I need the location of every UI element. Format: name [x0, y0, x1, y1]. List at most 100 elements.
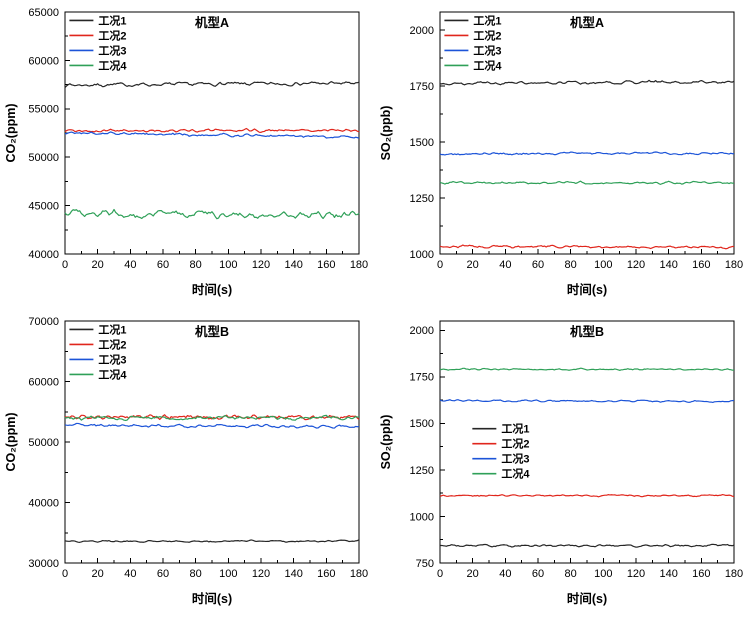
chart-cell-co2-model-a: 0 20 40 60 80 100 120 140 160 180 40000 45000 50000 5…	[1, 4, 373, 304]
legend-label: 工况4	[98, 58, 127, 72]
x-tick-label: 120	[626, 259, 644, 271]
series-line-0	[439, 543, 734, 548]
y-axis-label: CO₂(ppm)	[4, 103, 18, 162]
y-tick-label: 50000	[28, 152, 59, 164]
x-tick-label: 60	[531, 568, 543, 580]
y-tick-label: 55000	[28, 104, 59, 116]
x-tick-label: 120	[626, 568, 644, 580]
x-tick-label: 80	[190, 259, 202, 271]
y-tick-label: 40000	[28, 497, 59, 509]
chart-so2-model-b: 0 20 40 60 80 100 120 140 160 180 750 1000 1250 1500 1…	[379, 320, 743, 606]
x-tick-label: 40	[124, 568, 136, 580]
legend-label: 工况4	[473, 58, 502, 72]
x-tick-label: 20	[92, 568, 104, 580]
x-tick-label: 80	[564, 259, 576, 271]
x-axis-label: 时间(s)	[192, 282, 232, 297]
legend-label: 工况1	[98, 322, 126, 336]
chart-title: 机型A	[195, 15, 229, 30]
series-line-2	[439, 151, 734, 156]
chart-cell-co2-model-b: 0 20 40 60 80 100 120 140 160 180 30000 40000 50000 6…	[1, 313, 373, 613]
series-line-1	[64, 413, 360, 420]
x-tick-label: 60	[531, 259, 543, 271]
legend-label: 工况3	[473, 43, 501, 57]
legend-label: 工况2	[501, 436, 529, 450]
chart-co2-model-b: 0 20 40 60 80 100 120 140 160 180 30000 40000 50000 6…	[4, 315, 368, 606]
y-tick-label: 1750	[409, 81, 433, 93]
legend-label: 工况1	[98, 13, 126, 27]
x-tick-label: 140	[284, 259, 302, 271]
series-line-2	[64, 131, 360, 139]
x-tick-label: 180	[724, 568, 742, 580]
x-axis-label: 时间(s)	[566, 591, 606, 606]
x-tick-label: 160	[692, 259, 710, 271]
series-line-1	[64, 127, 360, 133]
legend-label: 工况4	[98, 367, 127, 381]
x-tick-label: 40	[124, 259, 136, 271]
x-axis-label: 时间(s)	[192, 591, 232, 606]
legend-label: 工况1	[501, 421, 529, 435]
x-tick-label: 80	[190, 568, 202, 580]
x-tick-label: 180	[350, 568, 368, 580]
y-tick-label: 1000	[409, 249, 433, 261]
x-tick-label: 180	[724, 259, 742, 271]
legend-label: 工况3	[501, 451, 529, 465]
plot-border	[439, 320, 734, 563]
chart-title: 机型A	[569, 15, 603, 30]
x-tick-label: 100	[219, 568, 237, 580]
y-tick-label: 1250	[409, 464, 433, 476]
legend-label: 工况2	[98, 337, 126, 351]
chart-co2-model-a: 0 20 40 60 80 100 120 140 160 180 40000 45000 50000 5…	[4, 7, 368, 297]
y-tick-label: 1500	[409, 418, 433, 430]
x-tick-label: 100	[594, 259, 612, 271]
x-tick-label: 100	[594, 568, 612, 580]
x-tick-label: 100	[219, 259, 237, 271]
series-line-3	[439, 367, 734, 371]
x-tick-label: 80	[564, 568, 576, 580]
legend-label: 工况3	[98, 352, 126, 366]
y-tick-label: 750	[415, 557, 433, 569]
y-tick-label: 1750	[409, 371, 433, 383]
y-tick-label: 50000	[28, 436, 59, 448]
x-tick-label: 40	[499, 568, 511, 580]
legend-label: 工况2	[98, 28, 126, 42]
x-tick-label: 160	[692, 568, 710, 580]
y-tick-label: 1250	[409, 193, 433, 205]
x-tick-label: 120	[252, 259, 270, 271]
x-tick-label: 140	[284, 568, 302, 580]
chart-cell-so2-model-b: 0 20 40 60 80 100 120 140 160 180 750 1000 1250 1500 1…	[376, 313, 748, 613]
x-tick-label: 140	[659, 568, 677, 580]
y-tick-label: 2000	[409, 25, 433, 37]
legend-label: 工况2	[473, 28, 501, 42]
y-tick-label: 40000	[28, 249, 59, 261]
series-line-2	[439, 398, 734, 403]
y-tick-label: 60000	[28, 376, 59, 388]
series-line-0	[64, 81, 360, 89]
y-tick-label: 65000	[28, 7, 59, 19]
x-tick-label: 60	[157, 259, 169, 271]
series-line-2	[64, 422, 360, 429]
y-axis-label: SO₂(ppb)	[379, 414, 393, 469]
series-line-1	[439, 244, 734, 250]
x-tick-label: 0	[62, 259, 68, 271]
x-tick-label: 40	[499, 259, 511, 271]
legend-label: 工况3	[98, 43, 126, 57]
y-tick-label: 1000	[409, 511, 433, 523]
x-tick-label: 160	[317, 259, 335, 271]
series-line-0	[439, 79, 734, 86]
x-tick-label: 20	[466, 259, 478, 271]
x-tick-label: 20	[466, 568, 478, 580]
x-tick-label: 0	[436, 259, 442, 271]
y-tick-label: 45000	[28, 200, 59, 212]
x-tick-label: 160	[317, 568, 335, 580]
series-line-3	[439, 180, 734, 185]
series-line-3	[64, 414, 360, 421]
chart-title: 机型B	[195, 324, 229, 339]
x-tick-label: 180	[350, 259, 368, 271]
series-line-3	[64, 208, 360, 220]
y-axis-label: SO₂(ppb)	[379, 106, 393, 161]
y-tick-label: 2000	[409, 325, 433, 337]
x-tick-label: 0	[62, 568, 68, 580]
